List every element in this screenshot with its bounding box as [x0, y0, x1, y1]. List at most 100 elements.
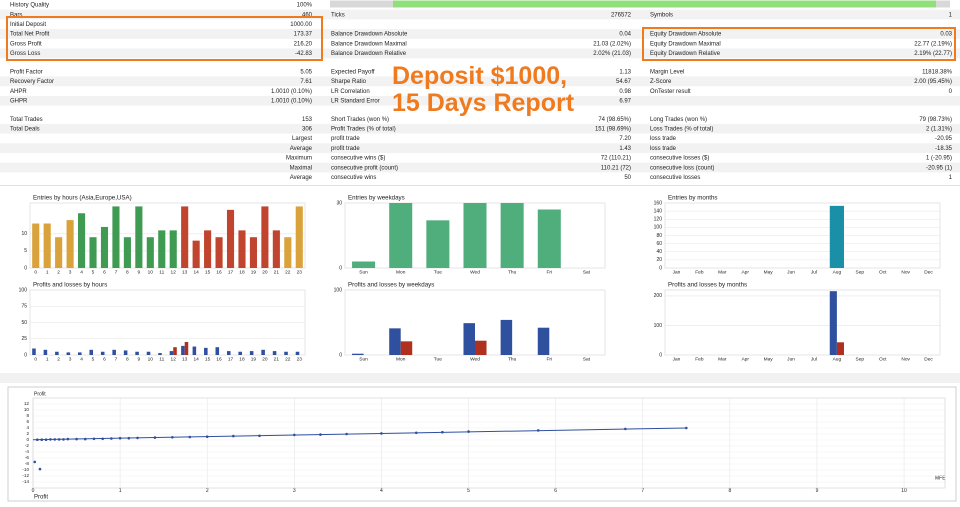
x-tick-label: 17: [228, 356, 234, 362]
x-tick-label: 0: [34, 269, 37, 275]
x-tick-label: 22: [285, 356, 291, 362]
x-tick-label: 20: [262, 269, 268, 275]
stat-label: Total Trades: [10, 117, 43, 123]
stat-label: Z-Score: [650, 79, 672, 85]
stat-value: 1: [949, 12, 953, 18]
overlay-text: 15 Days Report: [392, 89, 575, 117]
stat-label: Profit Trades (% of total): [331, 126, 396, 132]
stat-label: History Quality: [10, 3, 49, 9]
x-tick-label: 12: [171, 269, 177, 275]
bar: [135, 351, 139, 355]
stat-label: Maximum: [286, 156, 312, 162]
row-stripe: [0, 95, 960, 106]
x-tick-label: 1: [46, 269, 49, 275]
x-tick-label: Sep: [856, 356, 865, 362]
scatter-point: [101, 437, 104, 441]
stat-label: Initial Deposit: [10, 22, 46, 28]
x-tick-label: Nov: [901, 356, 910, 362]
x-tick-label: Apr: [741, 356, 749, 362]
scatter-point: [319, 433, 322, 436]
bar: [352, 353, 364, 355]
chart-title: Entries by hours (Asia,Europe,USA): [33, 195, 132, 202]
y-tick-label: 140: [654, 208, 663, 214]
stat-label: consecutive loss (count): [650, 165, 714, 171]
stat-label: LR Standard Error: [331, 98, 380, 104]
stat-label: profit trade: [331, 146, 360, 152]
y-tick-label: 4: [26, 425, 29, 430]
bar: [500, 203, 524, 268]
x-tick-label: May: [764, 269, 774, 275]
x-tick-label: Sat: [583, 356, 591, 362]
x-tick-label: 9: [816, 488, 819, 494]
y-tick-label: -8: [25, 461, 30, 466]
x-tick-label: 3: [293, 488, 296, 494]
stat-value: 22.77 (2.19%): [914, 41, 952, 47]
stat-value: 100%: [297, 3, 313, 9]
bar: [426, 220, 450, 268]
x-tick-label: 0: [32, 488, 35, 494]
bar: [66, 352, 71, 355]
stat-value: 7.20: [619, 136, 631, 142]
stat-label: Balance Drawdown Maximal: [331, 41, 407, 47]
stat-label: Equity Drawdown Absolute: [650, 32, 722, 38]
stat-label: consecutive wins: [331, 175, 376, 181]
plot-frame: [32, 397, 946, 489]
y-tick-label: 0: [659, 352, 662, 358]
y-tick-label: 0: [339, 265, 342, 271]
x-tick-label: Oct: [879, 356, 887, 362]
x-tick-label: May: [764, 356, 774, 362]
x-tick-label: 9: [138, 269, 141, 275]
stat-value: 5.05: [300, 69, 312, 75]
x-tick-label: 6: [554, 488, 557, 494]
y-tick-label: 75: [21, 304, 27, 310]
x-tick-label: 12: [171, 356, 177, 362]
x-tick-label: Thu: [508, 269, 517, 275]
x-tick-label: Tue: [434, 356, 442, 362]
bar: [158, 230, 166, 268]
x-tick-label: Dec: [924, 269, 933, 275]
stat-value: 21.03 (2.02%): [593, 41, 631, 47]
scatter-point: [258, 434, 261, 438]
bar: [146, 351, 151, 355]
stat-value: 2.02% (21.03): [593, 51, 631, 57]
x-tick-label: 5: [92, 356, 95, 362]
y-tick-label: 100: [334, 287, 343, 293]
chart-title: Profits and losses by weekdays: [348, 282, 434, 289]
stat-value: 306: [302, 126, 313, 132]
bar: [272, 230, 280, 268]
x-tick-label: 5: [92, 269, 95, 275]
bar: [261, 349, 265, 355]
bar: [32, 348, 36, 355]
x-tick-label: 6: [103, 269, 106, 275]
row-stripe: [0, 143, 960, 153]
x-tick-label: Sep: [856, 269, 865, 275]
y-tick-label: 25: [21, 336, 27, 342]
x-tick-label: Aug: [833, 356, 842, 362]
stat-label: AHPR: [10, 89, 27, 95]
y-tick-label: -4: [25, 449, 30, 454]
bar: [500, 319, 513, 355]
stat-value: 74 (98.65%): [598, 117, 631, 123]
x-tick-label: 21: [274, 269, 280, 275]
chart-title: Profits and losses by months: [668, 282, 747, 289]
stat-label: profit trade: [331, 136, 360, 142]
stat-label: consecutive profit (count): [331, 165, 398, 171]
scatter-point: [136, 436, 139, 440]
x-tick-label: 19: [251, 269, 257, 275]
stat-value: 151 (98.69%): [595, 126, 631, 132]
y-tick-label: 60: [656, 241, 662, 247]
x-tick-label: Fri: [546, 356, 552, 362]
bar: [215, 347, 220, 355]
stat-label: Equity Drawdown Maximal: [650, 41, 721, 47]
stat-label: Gross Profit: [10, 41, 42, 47]
stat-value: 2.00 (95.45%): [914, 79, 952, 85]
x-tick-label: 1: [46, 356, 49, 362]
y-tick-label: 100: [654, 225, 663, 231]
x-tick-label: 13: [182, 356, 188, 362]
x-tick-label: 3: [69, 356, 72, 362]
scatter-point: [38, 467, 42, 471]
x-tick-label: 0: [34, 356, 37, 362]
bar: [238, 351, 242, 355]
x-tick-label: 2: [57, 269, 60, 275]
y-tick-label: -10: [22, 467, 29, 472]
